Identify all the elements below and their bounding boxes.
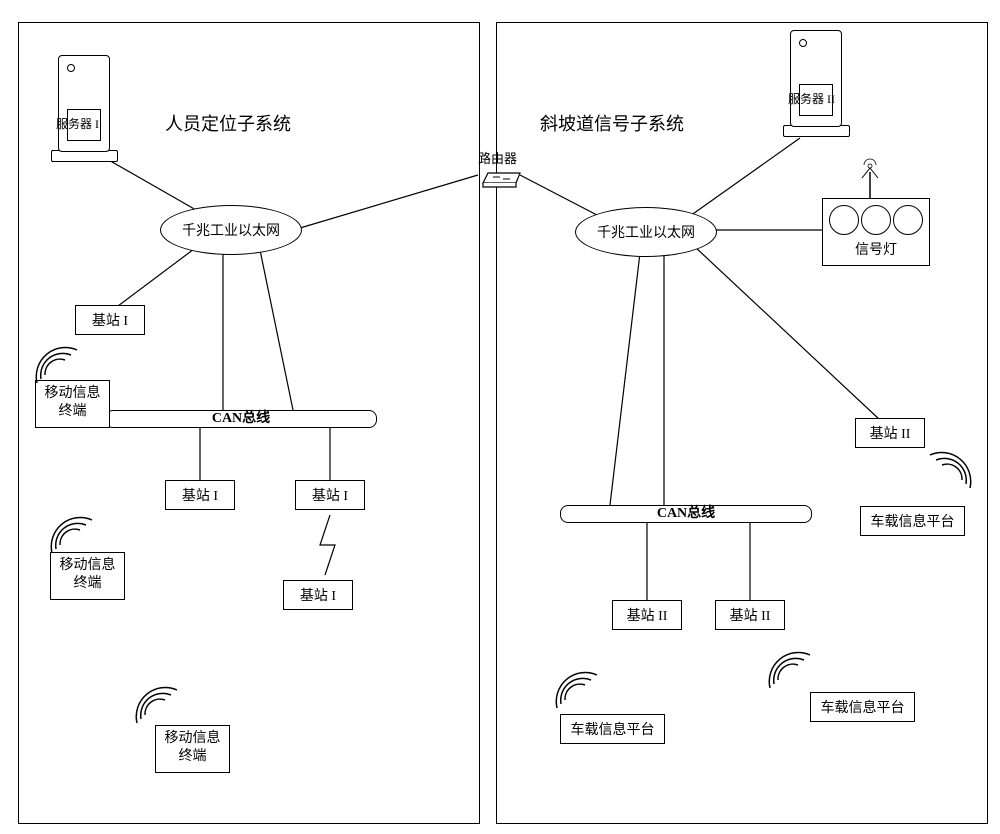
left-canbus: CAN总线 [105, 410, 377, 428]
left-title: 人员定位子系统 [165, 110, 291, 136]
server-2-label: 服务器 II [788, 90, 835, 107]
terminal-1: 移动信息终端 [35, 380, 110, 428]
left-network-ellipse: 千兆工业以太网 [160, 205, 302, 255]
station-2-b: 基站 II [612, 600, 682, 630]
right-title: 斜坡道信号子系统 [540, 110, 684, 136]
left-canbus-label: CAN总线 [212, 411, 270, 426]
left-network-label: 千兆工业以太网 [182, 220, 280, 240]
right-canbus: CAN总线 [560, 505, 812, 523]
right-canbus-label: CAN总线 [657, 506, 715, 521]
platform-3: 车载信息平台 [810, 692, 915, 722]
station-2-c: 基站 II [715, 600, 785, 630]
right-network-label: 千兆工业以太网 [597, 222, 695, 242]
right-network-ellipse: 千兆工业以太网 [575, 207, 717, 257]
wifi-icon [50, 505, 100, 555]
server-1 [58, 55, 118, 162]
station-1-a: 基站 I [75, 305, 145, 335]
wifi-icon [135, 675, 185, 725]
wifi-icon [922, 440, 972, 490]
signal-light-box: 信号灯 [822, 198, 930, 266]
signal-light-1 [829, 205, 859, 235]
platform-2: 车载信息平台 [560, 714, 665, 744]
platform-1: 车载信息平台 [860, 506, 965, 536]
router-icon [478, 165, 523, 190]
wifi-icon [35, 335, 85, 385]
terminal-2: 移动信息终端 [50, 552, 125, 600]
wifi-icon [555, 660, 605, 710]
server-2 [790, 30, 850, 137]
terminal-3: 移动信息终端 [155, 725, 230, 773]
signal-light-2 [861, 205, 891, 235]
station-2-a: 基站 II [855, 418, 925, 448]
station-1-b: 基站 I [165, 480, 235, 510]
server-1-label: 服务器 I [56, 115, 99, 132]
station-1-d: 基站 I [283, 580, 353, 610]
signal-light-3 [893, 205, 923, 235]
station-1-c: 基站 I [295, 480, 365, 510]
signal-label: 信号灯 [829, 239, 923, 259]
wifi-icon [768, 640, 818, 690]
